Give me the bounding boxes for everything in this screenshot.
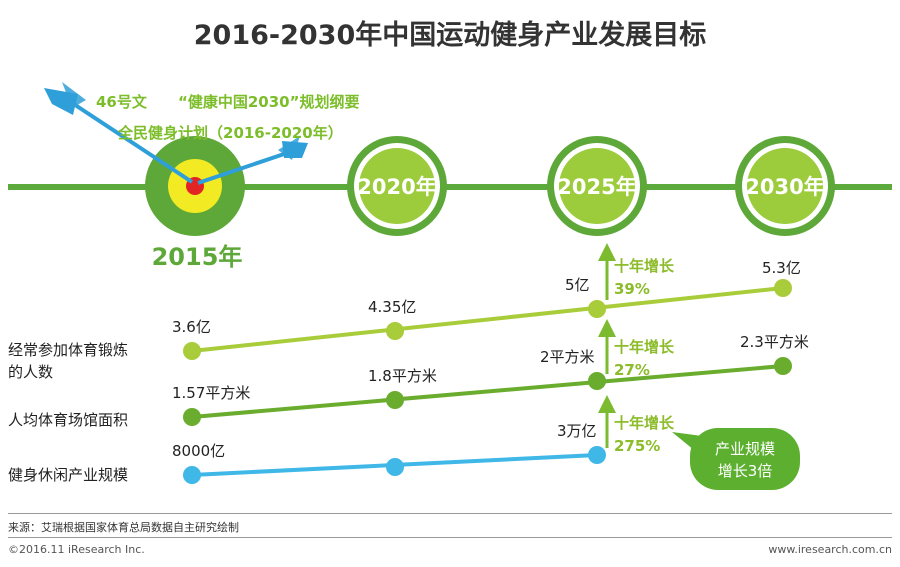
policy-healthy-china-2030: “健康中国2030”规划纲要 — [178, 93, 359, 111]
source-note: 来源：艾瑞根据国家体育总局数据自主研究绘制 — [8, 521, 239, 534]
milestone-2020: 2020年 — [347, 136, 447, 236]
milestone-2015-label: 2015年 — [152, 243, 243, 271]
milestone-2025-label: 2025年 — [557, 175, 636, 199]
series-1-point — [183, 342, 201, 360]
series-1-label: 5亿 — [565, 276, 590, 294]
growth-arrow-3: 十年增长 275% — [598, 395, 675, 455]
series-1-point — [774, 279, 792, 297]
series-2-label: 2平方米 — [540, 348, 595, 366]
series-2-label: 1.57平方米 — [172, 384, 250, 402]
growth-2-value: 27% — [614, 361, 650, 379]
series-3-label: 8000亿 — [172, 442, 225, 460]
bubble-line2: 增长3倍 — [718, 462, 773, 480]
page-title: 2016-2030年中国运动健身产业发展目标 — [194, 19, 707, 51]
series-1-label: 3.6亿 — [172, 318, 211, 336]
growth-1-value: 39% — [614, 280, 650, 298]
series-2-label: 1.8平方米 — [368, 367, 437, 385]
milestone-2030-label: 2030年 — [745, 175, 824, 199]
growth-arrow-1: 十年增长 39% — [598, 243, 675, 300]
series-2-point — [588, 372, 606, 390]
series-3-name: 健身休闲产业规模 — [8, 466, 128, 484]
copyright: ©2016.11 iResearch Inc. — [8, 543, 145, 556]
series-2: 1.57平方米 1.8平方米 2平方米 2.3平方米 — [172, 333, 809, 426]
growth-3-value: 275% — [614, 437, 660, 455]
policy-fitness-plan: 全民健身计划（2016-2020年） — [117, 124, 343, 142]
series-1-label: 5.3亿 — [762, 259, 801, 277]
series-1-name-line2: 的人数 — [8, 363, 53, 381]
series-1: 3.6亿 4.35亿 5亿 5.3亿 — [172, 259, 801, 360]
milestone-2020-label: 2020年 — [357, 175, 436, 199]
arrow-long — [44, 82, 194, 184]
growth-arrow-2: 十年增长 27% — [598, 319, 675, 379]
arrow-short — [197, 136, 308, 185]
growth-2-title: 十年增长 — [614, 338, 675, 356]
series-2-point — [183, 408, 201, 426]
series-2-name: 人均体育场馆面积 — [8, 411, 128, 429]
milestone-2030: 2030年 — [735, 136, 835, 236]
series-2-label: 2.3平方米 — [740, 333, 809, 351]
series-2-point — [774, 357, 792, 375]
series-2-point — [386, 391, 404, 409]
series-3: 8000亿 3万亿 — [172, 422, 606, 484]
target-2015 — [145, 136, 245, 236]
growth-1-title: 十年增长 — [614, 257, 675, 275]
series-3-point — [588, 446, 606, 464]
footer-top-divider — [8, 513, 892, 514]
series-3-point — [386, 458, 404, 476]
footer-bottom-divider — [8, 537, 892, 538]
scale-bubble: 产业规模 增长3倍 — [672, 428, 800, 490]
bubble-line1: 产业规模 — [715, 440, 775, 458]
website-url: www.iresearch.com.cn — [768, 543, 892, 556]
policy-doc-46: 46号文 — [96, 93, 148, 111]
series-3-label: 3万亿 — [557, 422, 597, 440]
series-3-point — [183, 466, 201, 484]
series-1-point — [588, 300, 606, 318]
series-2-line — [191, 364, 784, 419]
series-1-name-line1: 经常参加体育锻炼 — [8, 341, 128, 359]
growth-3-title: 十年增长 — [614, 414, 675, 432]
series-1-line — [191, 286, 784, 353]
milestone-2025: 2025年 — [547, 136, 647, 236]
series-1-point — [386, 322, 404, 340]
series-1-label: 4.35亿 — [368, 298, 416, 316]
